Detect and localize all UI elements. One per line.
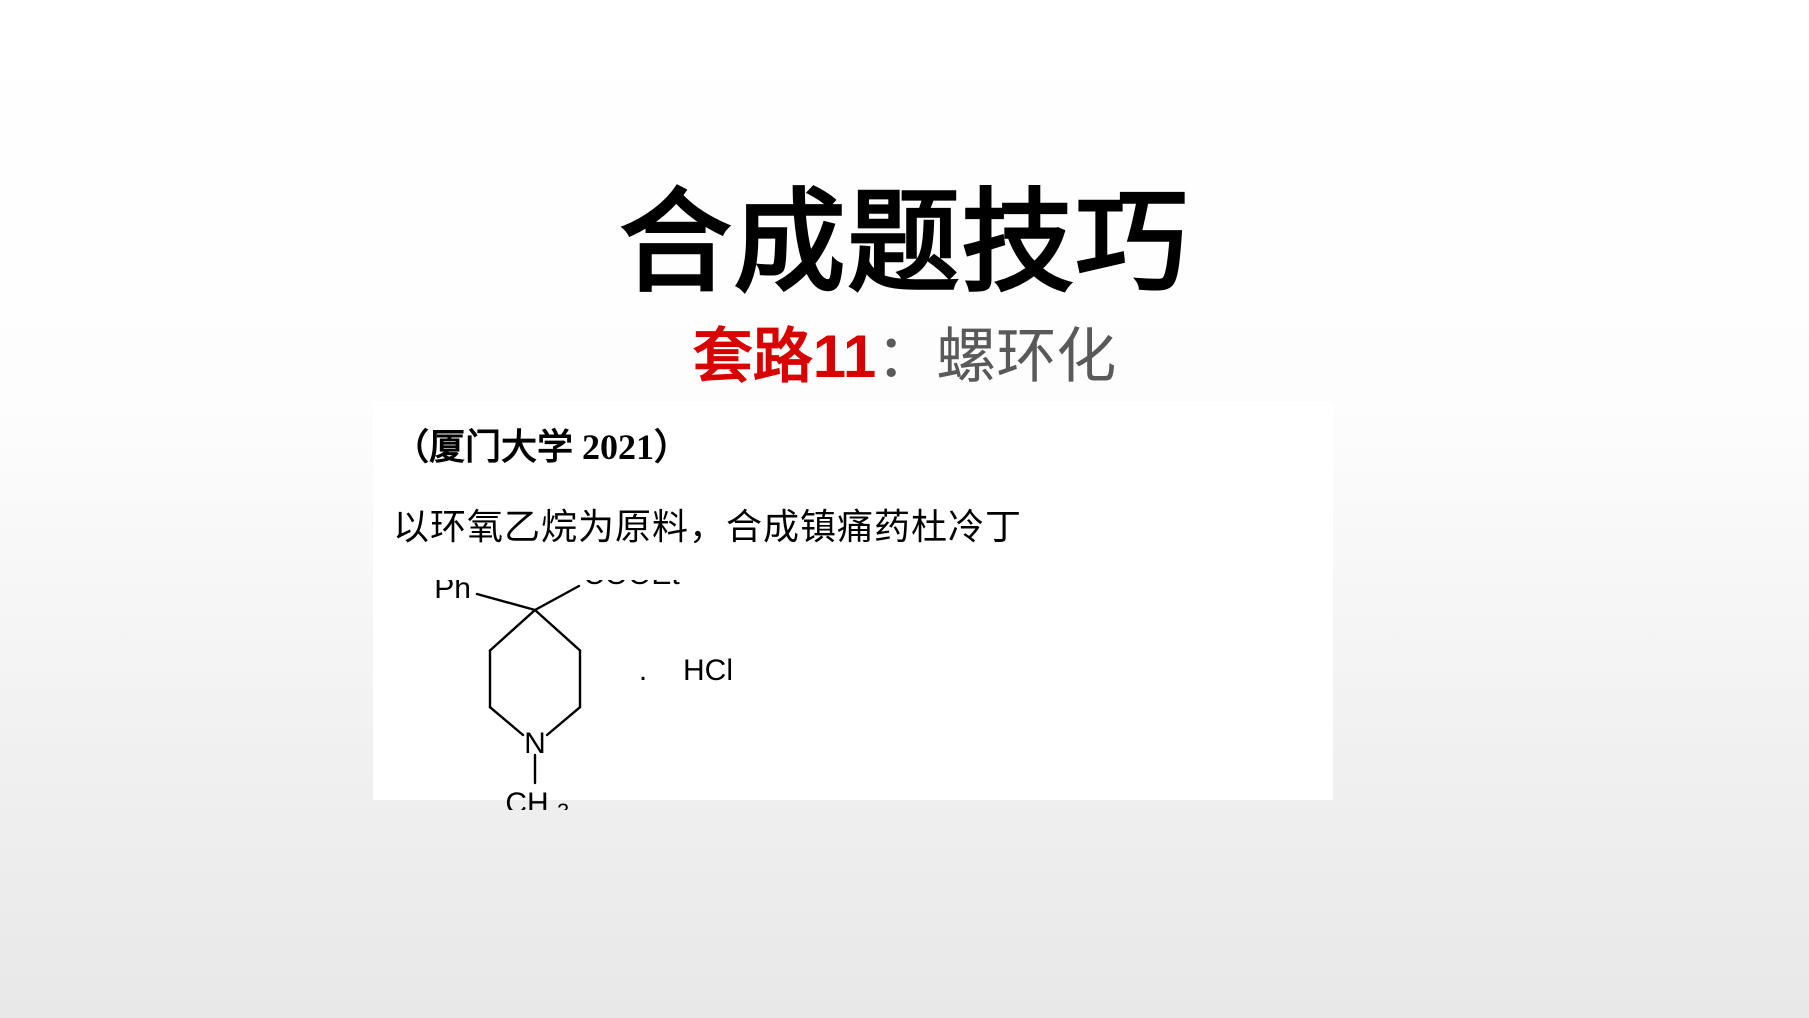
svg-text:COOEt: COOEt	[583, 580, 680, 591]
problem-prompt: 以环氧乙烷为原料，合成镇痛药杜冷丁	[393, 498, 1313, 550]
svg-text:CH: CH	[505, 787, 548, 810]
svg-text:HCl: HCl	[683, 654, 733, 687]
problem-block: （厦门大学 2021） 以环氧乙烷为原料，合成镇痛药杜冷丁 PhCOOEtNCH…	[373, 402, 1333, 800]
source-close: ）	[654, 427, 690, 467]
source-open: （	[393, 427, 429, 467]
problem-source: （厦门大学 2021）	[393, 418, 1313, 470]
subtitle-prefix: 套路11	[693, 323, 876, 390]
chemical-structure: Ph COOEt N CH 3. HCl	[387, 580, 807, 810]
main-title: 合成题技巧	[0, 152, 1809, 314]
svg-text:N: N	[524, 727, 546, 760]
svg-text:3: 3	[557, 799, 569, 810]
subtitle-suffix: ：螺环化	[876, 323, 1116, 390]
svg-text:.: .	[639, 654, 647, 687]
svg-text:Ph: Ph	[434, 580, 471, 605]
subtitle: 套路11：螺环化	[0, 308, 1809, 395]
source-university: 厦门大学	[429, 427, 582, 467]
source-year: 2021	[582, 427, 654, 467]
